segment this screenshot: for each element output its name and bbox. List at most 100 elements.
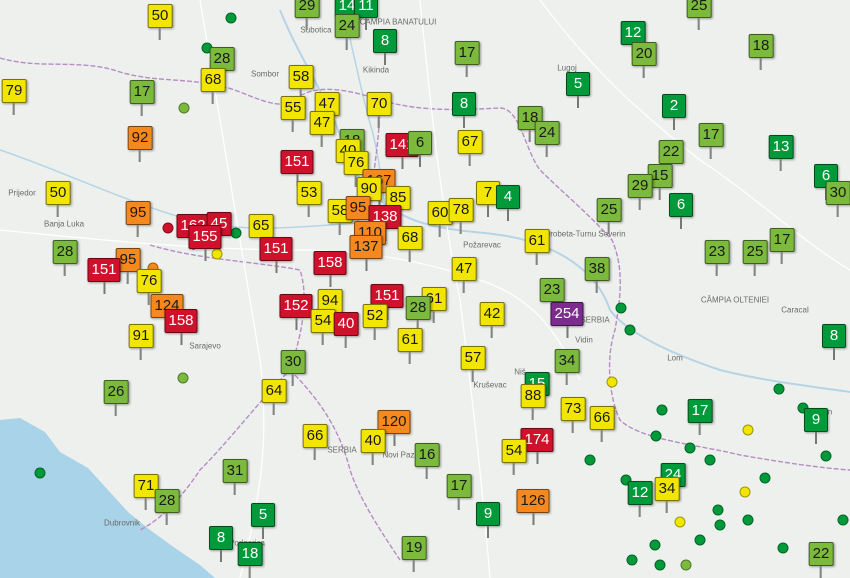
station-marker[interactable]: 20 — [631, 42, 657, 78]
station-marker[interactable]: 151 — [280, 150, 314, 186]
station-marker[interactable]: 5 — [251, 503, 275, 539]
station-marker[interactable]: 137 — [349, 235, 383, 271]
station-marker[interactable]: 16 — [414, 443, 440, 479]
station-marker[interactable]: 60 — [427, 201, 453, 237]
station-marker[interactable]: 29 — [627, 174, 653, 210]
sensor-dot[interactable] — [650, 430, 662, 442]
station-marker[interactable]: 24 — [334, 14, 360, 50]
station-marker[interactable]: 18 — [748, 34, 774, 70]
station-marker[interactable]: 8 — [373, 29, 397, 65]
sensor-dot[interactable] — [211, 248, 223, 260]
station-marker[interactable]: 53 — [296, 181, 322, 217]
sensor-dot[interactable] — [837, 514, 849, 526]
sensor-dot[interactable] — [649, 539, 661, 551]
station-marker[interactable]: 17 — [769, 228, 795, 264]
sensor-dot[interactable] — [742, 514, 754, 526]
station-marker[interactable]: 61 — [524, 229, 550, 265]
station-marker[interactable]: 25 — [596, 198, 622, 234]
sensor-dot[interactable] — [620, 474, 632, 486]
station-marker[interactable]: 5 — [566, 72, 590, 108]
station-marker[interactable]: 76 — [343, 151, 369, 187]
station-marker[interactable]: 26 — [103, 380, 129, 416]
sensor-dot[interactable] — [739, 486, 751, 498]
station-marker[interactable]: 57 — [460, 346, 486, 382]
station-marker[interactable]: 25 — [686, 0, 712, 30]
station-marker[interactable]: 73 — [560, 397, 586, 433]
sensor-dot[interactable] — [759, 472, 771, 484]
station-marker[interactable]: 88 — [520, 384, 546, 420]
station-marker[interactable]: 66 — [302, 424, 328, 460]
station-marker[interactable]: 17 — [698, 123, 724, 159]
station-marker[interactable]: 47 — [451, 257, 477, 293]
station-marker[interactable]: 6 — [669, 193, 693, 229]
station-marker[interactable]: 8 — [822, 324, 846, 360]
station-marker[interactable]: 2 — [662, 94, 686, 130]
station-marker[interactable]: 28 — [405, 296, 431, 332]
station-marker[interactable]: 78 — [448, 198, 474, 234]
station-marker[interactable]: 31 — [222, 459, 248, 495]
station-marker[interactable]: 30 — [280, 350, 306, 386]
station-marker[interactable]: 17 — [687, 399, 713, 435]
sensor-dot[interactable] — [624, 324, 636, 336]
station-marker[interactable]: 92 — [127, 126, 153, 162]
station-marker[interactable]: 24 — [534, 121, 560, 157]
station-marker[interactable]: 6 — [408, 131, 432, 167]
station-marker[interactable]: 151 — [259, 237, 293, 273]
station-marker[interactable]: 67 — [457, 130, 483, 166]
station-marker[interactable]: 68 — [397, 226, 423, 262]
sensor-dot[interactable] — [606, 376, 618, 388]
sensor-dot[interactable] — [177, 372, 189, 384]
station-marker[interactable]: 95 — [125, 201, 151, 237]
station-marker[interactable]: 76 — [136, 269, 162, 305]
station-marker[interactable]: 30 — [825, 181, 850, 217]
sensor-dot[interactable] — [225, 12, 237, 24]
sensor-dot[interactable] — [615, 302, 627, 314]
sensor-dot[interactable] — [626, 554, 638, 566]
station-marker[interactable]: 52 — [362, 304, 388, 340]
station-marker[interactable]: 8 — [452, 92, 476, 128]
station-marker[interactable]: 55 — [280, 96, 306, 132]
station-marker[interactable]: 155 — [188, 225, 222, 261]
station-marker[interactable]: 91 — [128, 324, 154, 360]
station-marker[interactable]: 58 — [288, 65, 314, 101]
station-marker[interactable]: 28 — [154, 489, 180, 525]
station-marker[interactable]: 4 — [496, 185, 520, 221]
station-marker[interactable]: 13 — [768, 135, 794, 171]
station-marker[interactable]: 28 — [209, 47, 235, 83]
station-marker[interactable]: 40 — [360, 429, 386, 465]
station-marker[interactable]: 34 — [554, 349, 580, 385]
station-marker[interactable]: 47 — [309, 111, 335, 147]
station-marker[interactable]: 23 — [704, 240, 730, 276]
station-marker[interactable]: 17 — [129, 80, 155, 116]
station-marker[interactable]: 19 — [401, 536, 427, 572]
station-marker[interactable]: 11 — [354, 0, 378, 30]
station-marker[interactable]: 64 — [261, 379, 287, 415]
station-marker[interactable]: 70 — [366, 92, 392, 128]
sensor-dot[interactable] — [680, 559, 692, 571]
station-marker[interactable]: 29 — [294, 0, 320, 30]
sensor-dot[interactable] — [162, 222, 174, 234]
station-marker[interactable]: 38 — [584, 257, 610, 293]
station-marker[interactable]: 79 — [1, 79, 27, 115]
sensor-dot[interactable] — [34, 467, 46, 479]
station-marker[interactable]: 50 — [45, 181, 71, 217]
station-marker[interactable]: 68 — [200, 68, 226, 104]
sensor-dot[interactable] — [820, 450, 832, 462]
station-marker[interactable]: 34 — [654, 477, 680, 513]
station-marker[interactable]: 152 — [279, 294, 313, 330]
sensor-dot[interactable] — [674, 516, 686, 528]
sensor-dot[interactable] — [694, 534, 706, 546]
station-marker[interactable]: 12 — [627, 481, 653, 517]
station-marker[interactable]: 158 — [164, 309, 198, 345]
station-marker[interactable]: 50 — [147, 4, 173, 40]
station-marker[interactable]: 158 — [313, 251, 347, 287]
station-marker[interactable]: 61 — [397, 328, 423, 364]
station-marker[interactable]: 8 — [209, 526, 233, 562]
sensor-dot[interactable] — [584, 454, 596, 466]
sensor-dot[interactable] — [712, 504, 724, 516]
sensor-dot[interactable] — [656, 404, 668, 416]
station-marker[interactable]: 54 — [501, 439, 527, 475]
station-marker[interactable]: 28 — [52, 240, 78, 276]
station-marker[interactable]: 66 — [589, 406, 615, 442]
